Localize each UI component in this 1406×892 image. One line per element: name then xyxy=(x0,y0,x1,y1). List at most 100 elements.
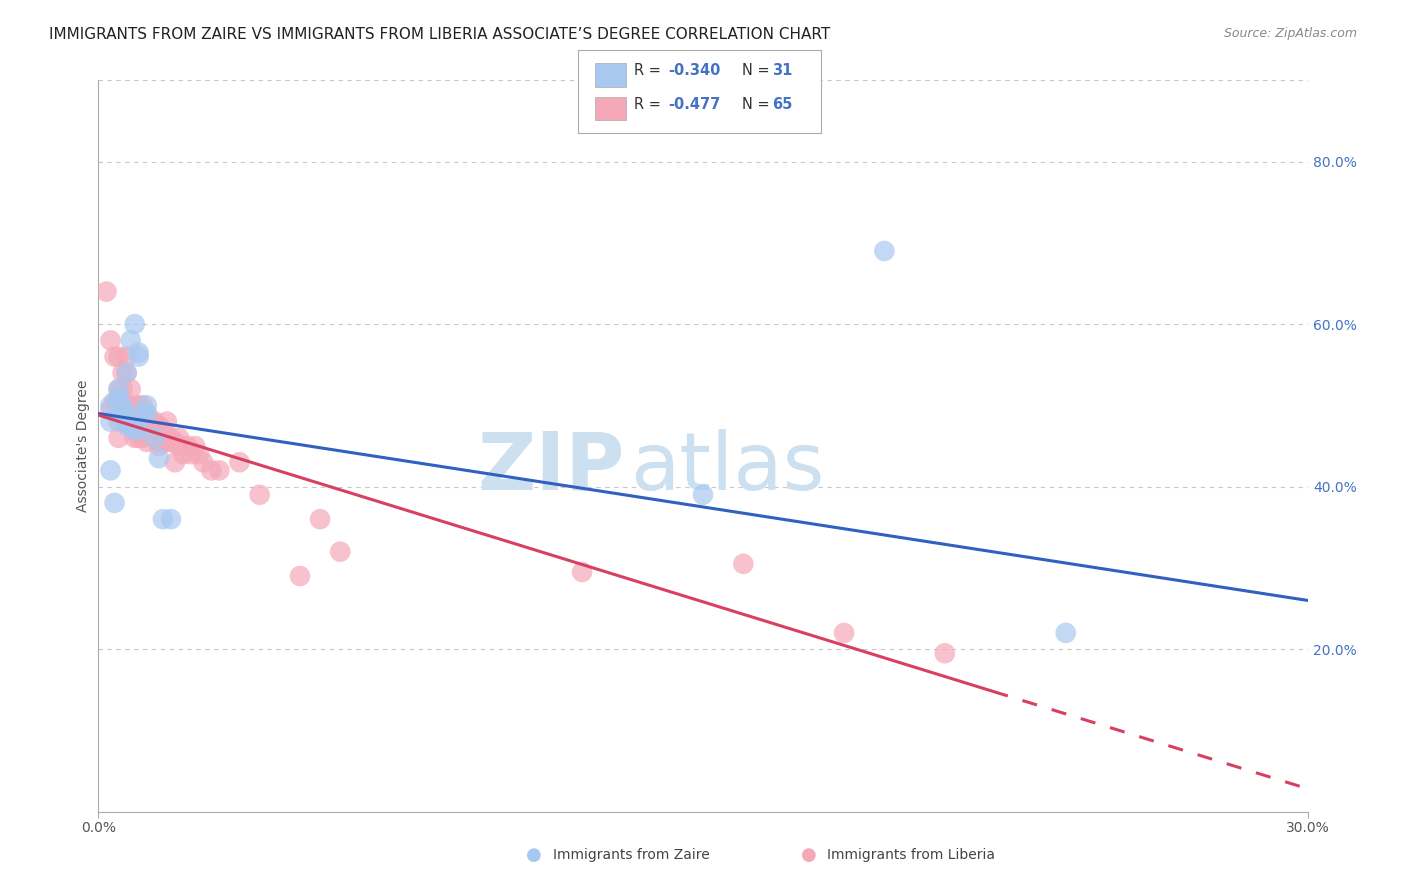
Point xyxy=(571,565,593,579)
Point xyxy=(143,415,166,429)
Text: Immigrants from Zaire: Immigrants from Zaire xyxy=(553,847,709,862)
Point xyxy=(124,317,146,331)
Point xyxy=(100,402,122,417)
Point xyxy=(132,415,155,429)
Text: ●: ● xyxy=(526,846,543,863)
Point xyxy=(200,463,222,477)
Point xyxy=(692,488,714,502)
Text: R =: R = xyxy=(634,63,665,78)
Point xyxy=(163,455,186,469)
Point xyxy=(132,398,155,412)
Point xyxy=(103,496,125,510)
Point xyxy=(148,418,170,433)
Text: atlas: atlas xyxy=(630,429,825,507)
Point xyxy=(873,244,896,258)
Point xyxy=(160,434,183,449)
Point xyxy=(128,415,150,429)
Point xyxy=(120,334,142,348)
Point xyxy=(156,434,179,449)
Point xyxy=(128,431,150,445)
Point xyxy=(107,390,129,404)
Point xyxy=(160,431,183,445)
Point xyxy=(111,398,134,412)
Point xyxy=(148,451,170,466)
Point xyxy=(167,431,190,445)
Point xyxy=(96,285,118,299)
Text: ZIP: ZIP xyxy=(477,429,624,507)
Point xyxy=(107,382,129,396)
Point xyxy=(139,423,162,437)
Point xyxy=(120,407,142,421)
Text: 65: 65 xyxy=(772,97,792,112)
Point xyxy=(103,394,125,409)
Point xyxy=(107,431,129,445)
Point xyxy=(120,415,142,429)
Point xyxy=(107,407,129,421)
Point xyxy=(128,398,150,412)
Point xyxy=(111,366,134,380)
Point xyxy=(228,455,250,469)
Point xyxy=(733,557,755,571)
Point xyxy=(152,431,174,445)
Point xyxy=(111,407,134,421)
Point xyxy=(100,398,122,412)
Point xyxy=(107,350,129,364)
Point xyxy=(135,398,157,412)
Point xyxy=(128,350,150,364)
Text: 31: 31 xyxy=(772,63,792,78)
Point xyxy=(156,415,179,429)
Text: IMMIGRANTS FROM ZAIRE VS IMMIGRANTS FROM LIBERIA ASSOCIATE’S DEGREE CORRELATION : IMMIGRANTS FROM ZAIRE VS IMMIGRANTS FROM… xyxy=(49,27,831,42)
Text: N =: N = xyxy=(742,63,775,78)
Point xyxy=(115,350,138,364)
Point xyxy=(148,434,170,449)
Point xyxy=(132,407,155,421)
Text: R =: R = xyxy=(634,97,665,112)
Point xyxy=(132,431,155,445)
Point xyxy=(135,407,157,421)
Point xyxy=(115,366,138,380)
Point xyxy=(135,407,157,421)
Point xyxy=(115,366,138,380)
Point xyxy=(100,463,122,477)
Point xyxy=(152,423,174,437)
Point xyxy=(124,431,146,445)
Point xyxy=(103,350,125,364)
Point xyxy=(167,439,190,453)
Point xyxy=(124,407,146,421)
Point xyxy=(135,434,157,449)
Point xyxy=(120,418,142,433)
Point xyxy=(124,415,146,429)
Point xyxy=(135,415,157,429)
Point xyxy=(1054,626,1077,640)
Text: -0.340: -0.340 xyxy=(668,63,720,78)
Text: Immigrants from Liberia: Immigrants from Liberia xyxy=(827,847,994,862)
Point xyxy=(128,345,150,359)
Text: ●: ● xyxy=(800,846,817,863)
Point xyxy=(329,544,352,558)
Point xyxy=(115,407,138,421)
Point xyxy=(120,382,142,396)
Point xyxy=(128,423,150,437)
Y-axis label: Associate's Degree: Associate's Degree xyxy=(76,380,90,512)
Point xyxy=(100,334,122,348)
Point xyxy=(111,398,134,412)
Point xyxy=(107,382,129,396)
Point xyxy=(115,418,138,433)
Point xyxy=(188,447,211,461)
Point xyxy=(111,382,134,396)
Point xyxy=(139,415,162,429)
Point xyxy=(176,439,198,453)
Point xyxy=(288,569,311,583)
Point xyxy=(124,423,146,437)
Text: Source: ZipAtlas.com: Source: ZipAtlas.com xyxy=(1223,27,1357,40)
Point xyxy=(249,488,271,502)
Text: -0.477: -0.477 xyxy=(668,97,720,112)
Point xyxy=(193,455,215,469)
Point xyxy=(120,398,142,412)
Point xyxy=(184,439,207,453)
Text: N =: N = xyxy=(742,97,775,112)
Point xyxy=(934,646,956,660)
Point xyxy=(208,463,231,477)
Point xyxy=(309,512,332,526)
Point xyxy=(148,439,170,453)
